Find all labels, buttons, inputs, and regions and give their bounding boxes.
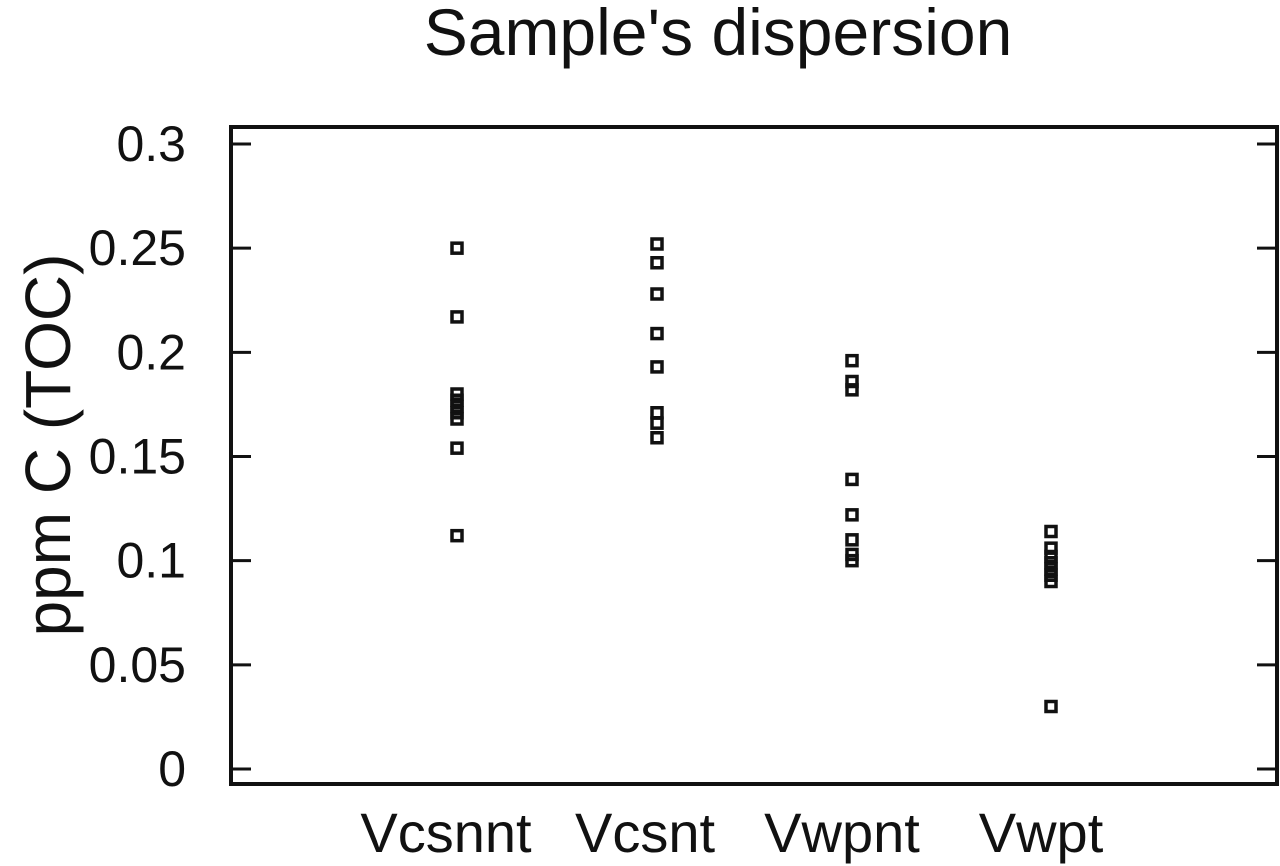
data-point [845, 533, 859, 547]
data-point [450, 528, 464, 543]
data-point [650, 406, 664, 420]
data-point [450, 241, 464, 255]
x-category-label: Vwpt [979, 801, 1104, 864]
x-category-label: Vcsnnt [360, 801, 532, 864]
data-point [650, 431, 664, 445]
data-point [450, 412, 464, 426]
data-point [845, 472, 859, 487]
y-tick-label: 0.15 [89, 429, 186, 485]
data-point [450, 310, 464, 324]
data-point [845, 508, 859, 522]
data-point [1044, 699, 1058, 714]
data-point [845, 353, 859, 368]
y-tick-label: 0.25 [89, 220, 186, 276]
data-point [650, 416, 664, 430]
x-axis-categories: Vcsnnt Vcsnt Vwpnt Vwpt [360, 801, 1103, 864]
y-tick-label: 0.3 [116, 116, 186, 172]
y-tick-label: 0.1 [116, 533, 186, 589]
data-point [650, 287, 664, 301]
x-category-label: Vwpnt [764, 801, 920, 864]
x-category-label: Vcsnt [575, 801, 715, 864]
data-point [650, 237, 664, 251]
data-points [450, 237, 1058, 714]
data-point [450, 441, 464, 455]
y-tick-label: 0.2 [116, 324, 186, 380]
data-point [650, 360, 664, 374]
chart-title: Sample's dispersion [424, 0, 1013, 69]
data-point [650, 326, 664, 341]
data-point [845, 383, 859, 397]
data-point [845, 553, 859, 568]
plot-frame [229, 125, 1279, 786]
y-tick-label: 0.05 [89, 637, 186, 693]
data-point [650, 256, 664, 270]
y-axis-ticks: 0 0.05 0.1 0.15 0.2 0.25 0.3 [89, 116, 1277, 797]
y-tick-label: 0 [158, 741, 186, 797]
data-point [1044, 574, 1058, 589]
data-point [1044, 524, 1058, 539]
y-axis-label: ppm C (TOC) [12, 254, 84, 637]
